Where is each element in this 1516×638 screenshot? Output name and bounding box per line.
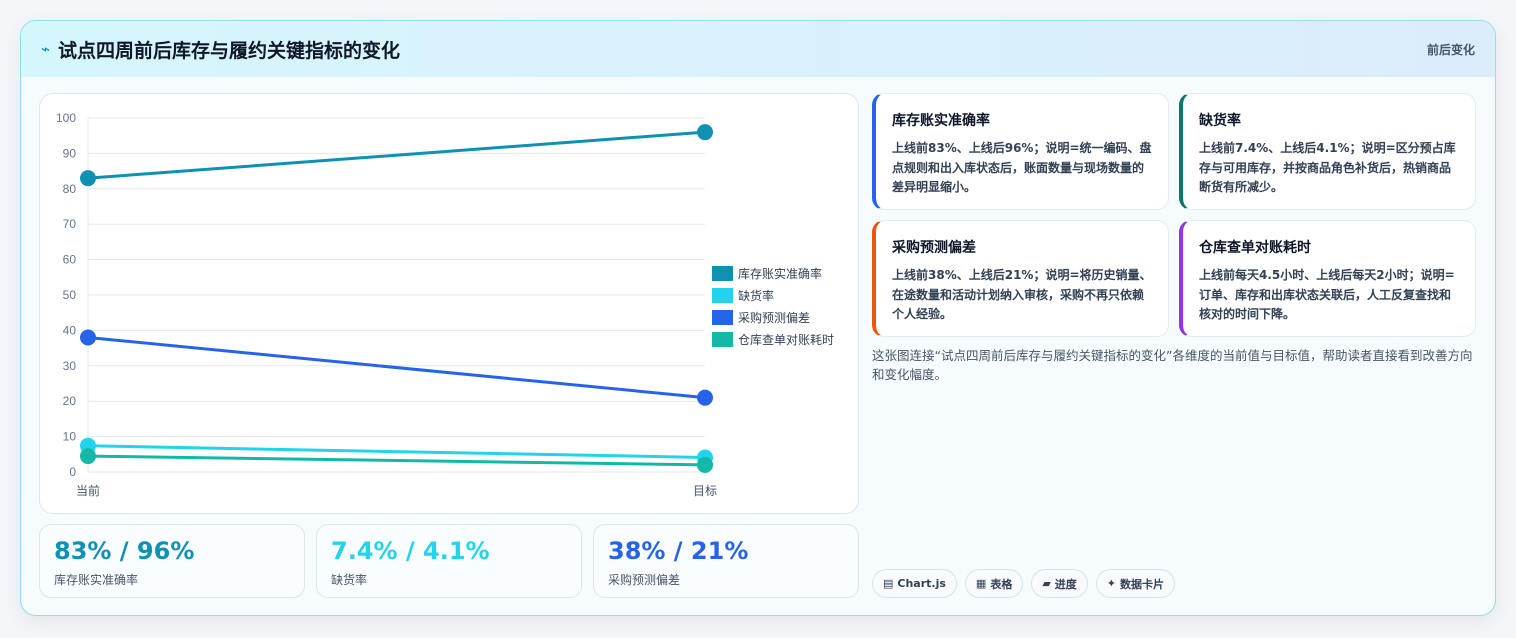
legend-item[interactable]: 库存账实准确率 <box>712 262 834 284</box>
y-tick-label: 30 <box>63 359 77 373</box>
x-tick-label: 目标 <box>693 484 717 498</box>
chip-label: Chart.js <box>897 577 946 590</box>
metric-card: 仓库查单对账耗时 上线前每天4.5小时、上线后每天2小时；说明=订单、库存和出库… <box>1179 220 1476 337</box>
chart-note: 这张图连接“试点四周前后库存与履约关键指标的变化”各维度的当前值与目标值，帮助读… <box>872 348 1473 382</box>
data-point <box>80 329 96 346</box>
legend-item[interactable]: 仓库查单对账耗时 <box>712 328 834 350</box>
x-tick-label: 当前 <box>76 483 100 498</box>
y-tick-label: 10 <box>63 430 77 444</box>
chip-label: 数据卡片 <box>1120 577 1165 591</box>
stat-card: 83% / 96% 库存账实准确率 <box>39 524 305 598</box>
series-line <box>87 130 706 180</box>
chip-label: 进度 <box>1054 577 1077 591</box>
legend-swatch <box>712 265 733 281</box>
metric-card: 缺货率 上线前7.4%、上线后4.1%；说明=区分预占库存与可用库存，并按商品角… <box>1179 93 1476 210</box>
metric-description: 上线前38%、上线后21%；说明=将历史销量、在途数量和活动计划纳入审核，采购不… <box>892 268 1152 321</box>
metric-title: 采购预测偏差 <box>892 240 976 256</box>
legend-label: 采购预测偏差 <box>738 310 811 325</box>
metric-card: 库存账实准确率 上线前83%、上线后96%；说明=统一编码、盘点规则和出入库状态… <box>872 93 1169 210</box>
stat-card: 38% / 21% 采购预测偏差 <box>593 524 859 598</box>
stat-value: 38% / 21% <box>608 537 749 565</box>
stat-label: 采购预测偏差 <box>608 573 681 587</box>
metric-title: 缺货率 <box>1199 113 1241 129</box>
y-tick-label: 80 <box>63 182 77 196</box>
stat-card: 7.4% / 4.1% 缺货率 <box>316 524 582 598</box>
y-tick-label: 60 <box>63 253 77 267</box>
chip-data-cards[interactable]: ✦ 数据卡片 <box>1095 569 1176 598</box>
data-point <box>80 448 96 465</box>
y-tick-label: 70 <box>63 217 77 231</box>
stat-label: 缺货率 <box>331 573 368 587</box>
legend-label: 仓库查单对账耗时 <box>738 332 835 347</box>
header-tag: 前后变化 <box>1426 43 1475 57</box>
data-point <box>697 124 713 141</box>
chart-icon: ▤ <box>883 577 894 590</box>
chart-card: ⌁ 试点四周前后库存与履约关键指标的变化 前后变化 0 10 20 30 40 50 60 7… <box>20 20 1496 616</box>
chip-chartjs[interactable]: ▤ Chart.js <box>872 569 957 598</box>
chart-panel: 0 10 20 30 40 50 60 70 80 90 100 当前 目标 库存账实准确率 缺货率采购预… <box>39 93 859 514</box>
stat-value: 7.4% / 4.1% <box>331 537 490 565</box>
legend-swatch <box>712 309 733 325</box>
series-line <box>87 335 706 400</box>
y-tick-label: 50 <box>63 288 77 302</box>
y-tick-label: 40 <box>63 323 77 337</box>
data-point <box>697 389 713 406</box>
stat-cards: 83% / 96% 库存账实准确率 7.4% / 4.1% 缺货率 38% / … <box>39 524 859 598</box>
legend-swatch <box>712 331 733 347</box>
y-tick-label: 0 <box>69 465 76 479</box>
metric-title: 仓库查单对账耗时 <box>1199 240 1311 256</box>
series-line <box>87 454 706 467</box>
chip-progress[interactable]: ▰ 进度 <box>1031 569 1088 598</box>
stat-value: 83% / 96% <box>54 537 195 565</box>
table-icon: ▦ <box>975 577 987 590</box>
metric-description: 上线前7.4%、上线后4.1%；说明=区分预占库存与可用库存，并按商品角色补货后… <box>1199 141 1456 194</box>
series-line <box>87 444 706 459</box>
legend-item[interactable]: 采购预测偏差 <box>712 306 834 328</box>
lightning-icon: ⌁ <box>41 40 51 58</box>
chart-legend: 库存账实准确率 缺货率采购预测偏差仓库查单对账耗时 <box>712 262 834 350</box>
chip-table[interactable]: ▦ 表格 <box>964 569 1024 598</box>
tech-chips: ▤ Chart.js ▦ 表格 ▰ 进度 ✦ 数据卡片 <box>872 569 1176 598</box>
card-title: 试点四周前后库存与履约关键指标的变化 <box>58 39 401 62</box>
data-point <box>697 456 713 473</box>
y-tick-label: 90 <box>63 146 77 160</box>
legend-label: 库存账实准确率 <box>738 266 823 281</box>
metric-description: 上线前83%、上线后96%；说明=统一编码、盘点规则和出入库状态后，账面数量与现… <box>892 141 1152 194</box>
legend-label: 缺货率 <box>738 288 775 303</box>
legend-swatch <box>712 287 733 303</box>
stat-label: 库存账实准确率 <box>54 573 139 587</box>
data-point <box>80 170 96 187</box>
y-tick-label: 100 <box>56 111 76 125</box>
sparkle-icon: ✦ <box>1106 577 1117 590</box>
metric-description: 上线前每天4.5小时、上线后每天2小时；说明=订单、库存和出库状态关联后，人工反… <box>1199 268 1455 321</box>
metric-card: 采购预测偏差 上线前38%、上线后21%；说明=将历史销量、在途数量和活动计划纳… <box>872 220 1169 337</box>
line-chart: 0 10 20 30 40 50 60 70 80 90 100 当前 目标 <box>56 111 717 498</box>
legend-item[interactable]: 缺货率 <box>712 284 834 306</box>
card-header: ⌁ 试点四周前后库存与履约关键指标的变化 前后变化 <box>21 21 1495 77</box>
metric-title: 库存账实准确率 <box>892 113 990 129</box>
progress-icon: ▰ <box>1042 577 1051 590</box>
y-tick-label: 20 <box>63 394 77 408</box>
chip-label: 表格 <box>990 577 1013 591</box>
